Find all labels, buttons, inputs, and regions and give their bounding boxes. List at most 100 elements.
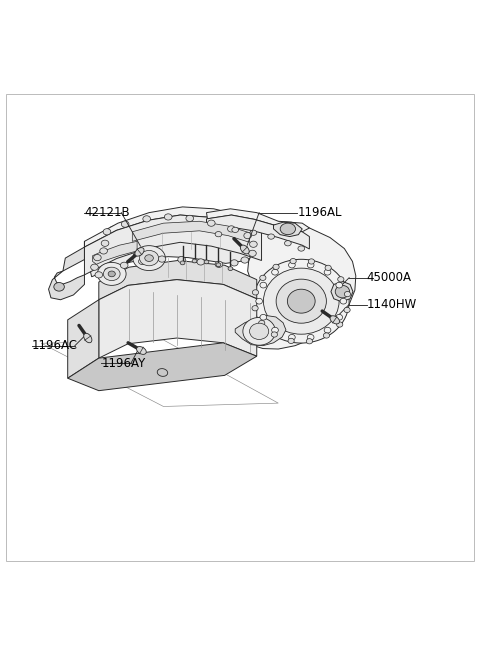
Ellipse shape [105,268,112,274]
Ellipse shape [268,234,275,239]
Ellipse shape [192,259,197,263]
Ellipse shape [280,223,296,234]
Polygon shape [99,280,257,358]
Ellipse shape [108,271,115,277]
Ellipse shape [271,332,277,337]
Ellipse shape [324,269,331,275]
Polygon shape [84,215,262,275]
Ellipse shape [215,261,223,267]
Polygon shape [274,222,302,236]
Ellipse shape [336,322,343,327]
Ellipse shape [228,267,233,271]
Ellipse shape [139,258,146,265]
Ellipse shape [249,250,256,256]
Ellipse shape [180,261,185,265]
Ellipse shape [272,269,278,275]
Ellipse shape [307,262,314,268]
Ellipse shape [94,255,101,261]
Ellipse shape [272,328,278,333]
Ellipse shape [178,256,185,263]
Ellipse shape [260,282,267,288]
Ellipse shape [97,263,126,286]
Ellipse shape [157,369,168,377]
Ellipse shape [95,272,103,278]
Ellipse shape [330,316,339,324]
Ellipse shape [140,250,158,266]
Ellipse shape [324,328,331,333]
Ellipse shape [260,314,267,320]
Ellipse shape [143,215,151,222]
Ellipse shape [260,275,266,280]
Ellipse shape [186,215,193,221]
Polygon shape [206,209,310,232]
Ellipse shape [276,279,326,323]
Polygon shape [99,261,257,300]
Ellipse shape [54,282,64,291]
Ellipse shape [273,264,279,269]
Ellipse shape [290,259,296,264]
Ellipse shape [307,335,314,340]
Ellipse shape [243,318,276,345]
Ellipse shape [207,220,215,226]
Ellipse shape [136,346,146,354]
Polygon shape [331,282,353,302]
Ellipse shape [256,298,263,304]
Ellipse shape [120,262,128,269]
Ellipse shape [164,214,172,220]
Ellipse shape [344,291,350,297]
Ellipse shape [103,267,120,280]
Text: 45000A: 45000A [367,271,412,284]
Ellipse shape [232,227,239,233]
Ellipse shape [264,268,339,334]
Ellipse shape [253,259,349,343]
Ellipse shape [288,335,295,340]
Ellipse shape [250,230,257,235]
Polygon shape [63,241,84,271]
Polygon shape [48,271,84,300]
Ellipse shape [204,260,209,264]
Polygon shape [68,300,99,378]
Polygon shape [93,241,137,265]
Ellipse shape [252,306,258,311]
Ellipse shape [324,333,330,338]
Ellipse shape [100,248,108,254]
Ellipse shape [230,260,238,266]
Ellipse shape [240,245,249,254]
Ellipse shape [285,240,291,246]
Ellipse shape [91,264,98,271]
Polygon shape [84,207,262,247]
Ellipse shape [121,221,129,227]
Ellipse shape [335,286,349,298]
Ellipse shape [250,323,269,339]
Text: 1196AC: 1196AC [32,339,78,352]
Ellipse shape [216,263,221,267]
Text: 1196AL: 1196AL [298,206,342,219]
Ellipse shape [308,259,314,264]
Ellipse shape [340,298,347,304]
Text: 1196AY: 1196AY [101,357,145,370]
Polygon shape [132,221,250,242]
Ellipse shape [288,290,315,313]
Ellipse shape [158,256,166,262]
Ellipse shape [288,338,294,343]
Text: 1140HW: 1140HW [367,298,417,311]
Polygon shape [90,214,259,277]
Text: 42121B: 42121B [84,206,130,219]
Ellipse shape [84,333,92,343]
Ellipse shape [215,231,222,237]
Ellipse shape [133,246,165,271]
Polygon shape [68,343,257,390]
Ellipse shape [103,229,111,235]
Ellipse shape [244,233,252,238]
Polygon shape [238,221,356,349]
Ellipse shape [197,259,204,265]
Polygon shape [206,215,310,249]
Ellipse shape [252,290,259,295]
Ellipse shape [101,240,109,246]
Ellipse shape [259,320,265,326]
Ellipse shape [135,248,144,256]
Ellipse shape [288,262,295,268]
Ellipse shape [306,339,312,344]
Ellipse shape [241,257,249,263]
Ellipse shape [338,276,344,282]
